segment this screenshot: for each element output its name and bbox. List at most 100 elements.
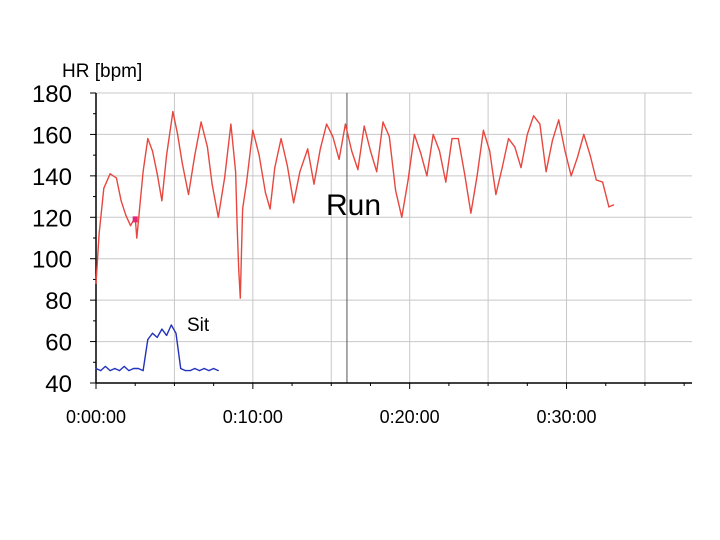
data-point-sit [180, 367, 182, 370]
data-point-run [369, 150, 372, 152]
y-tick-label: 40 [45, 371, 72, 398]
data-point-sit [142, 369, 144, 372]
plot-grid [90, 92, 692, 389]
run-annotation: Run [326, 189, 381, 222]
x-tick-label: 0:30:00 [536, 407, 596, 427]
data-point-run [245, 181, 248, 183]
data-point-sit [147, 338, 149, 341]
x-tick-label: 0:20:00 [380, 407, 440, 427]
data-point-run [514, 146, 516, 148]
data-point-run [313, 183, 315, 185]
data-point-run [357, 169, 359, 171]
data-point-run [236, 227, 238, 229]
series-line-run [95, 110, 614, 299]
y-tick-label: 160 [32, 122, 72, 149]
data-point-run [457, 137, 459, 140]
data-point-run [269, 208, 271, 210]
data-point-run [426, 175, 428, 177]
data-point-run [224, 177, 226, 179]
data-point-run [388, 135, 390, 138]
data-point-run [451, 137, 453, 140]
data-point-run [551, 140, 554, 142]
data-point-run [200, 121, 202, 123]
data-point-sit [208, 369, 210, 372]
data-point-run [264, 191, 266, 194]
data-point-sit [189, 369, 191, 372]
y-tick-label: 180 [32, 81, 72, 108]
data-point-run [147, 137, 149, 140]
data-point-run [286, 164, 288, 167]
data-point-sit [123, 365, 125, 368]
data-point-run [151, 150, 154, 152]
data-point-run [545, 171, 547, 173]
data-point-run [338, 158, 340, 160]
y-tick-label: 80 [45, 288, 72, 315]
data-point-run [120, 200, 122, 202]
data-point-sit [95, 367, 97, 370]
data-point-run [539, 123, 541, 125]
data-point-sit [114, 367, 116, 370]
y-axis-label: HR [bpm] [62, 61, 142, 82]
data-point-sit [133, 367, 135, 370]
sit-annotation: Sit [187, 315, 210, 336]
data-point-run [325, 123, 328, 125]
data-point-sit [194, 367, 196, 370]
data-point-sit [203, 367, 205, 370]
data-point-sit [184, 369, 186, 372]
data-point-run [438, 150, 441, 152]
data-point-run [420, 152, 422, 154]
data-point-run [564, 150, 566, 152]
data-point-run [206, 146, 208, 148]
data-point-sit [170, 324, 172, 326]
data-point-run [413, 133, 415, 136]
data-point-run [252, 129, 254, 131]
data-point-run [363, 125, 365, 127]
data-point-sit [104, 365, 107, 368]
data-point-run [526, 133, 528, 136]
data-point-run [602, 181, 604, 183]
data-point-sit [213, 367, 215, 370]
data-point-run [476, 175, 478, 177]
data-point-run [176, 133, 179, 136]
data-point-run [95, 282, 97, 285]
data-point-run [495, 193, 497, 196]
data-point-run [583, 133, 585, 136]
data-point-run [165, 154, 168, 156]
data-point-run [142, 171, 144, 173]
data-point-run [576, 156, 579, 158]
data-point-run [115, 177, 117, 179]
data-point-sit [151, 332, 154, 334]
data-point-run [520, 166, 522, 169]
data-point-run [394, 189, 397, 191]
data-point-run [98, 233, 100, 235]
data-point-run [501, 166, 503, 169]
data-point-run [194, 154, 196, 156]
data-point-run [445, 181, 447, 183]
data-point-run [319, 148, 321, 150]
y-tick-label: 60 [45, 330, 72, 357]
data-point-run [558, 119, 560, 121]
y-tick-label: 120 [32, 205, 72, 232]
data-point-run [129, 224, 132, 227]
data-point-run [258, 154, 260, 156]
data-point-run [307, 148, 309, 150]
data-point-run [507, 137, 510, 140]
data-point-run [234, 171, 237, 173]
data-point-sit [109, 369, 111, 372]
data-point-sit [161, 328, 163, 330]
data-point-run [211, 183, 213, 185]
data-point-run [463, 173, 466, 175]
data-point-sit [198, 369, 201, 372]
data-point-run [181, 162, 183, 165]
data-point-run [125, 214, 127, 216]
data-point-run [401, 216, 403, 218]
x-tick-label: 0:10:00 [223, 407, 283, 427]
highlight-marker [132, 216, 138, 223]
y-tick-label: 140 [32, 164, 72, 191]
data-point-run [299, 171, 301, 173]
data-point-run [608, 206, 610, 208]
data-point-run [242, 208, 244, 210]
data-point-run [103, 187, 105, 189]
data-point-sit [175, 332, 177, 334]
data-point-run [172, 111, 174, 113]
